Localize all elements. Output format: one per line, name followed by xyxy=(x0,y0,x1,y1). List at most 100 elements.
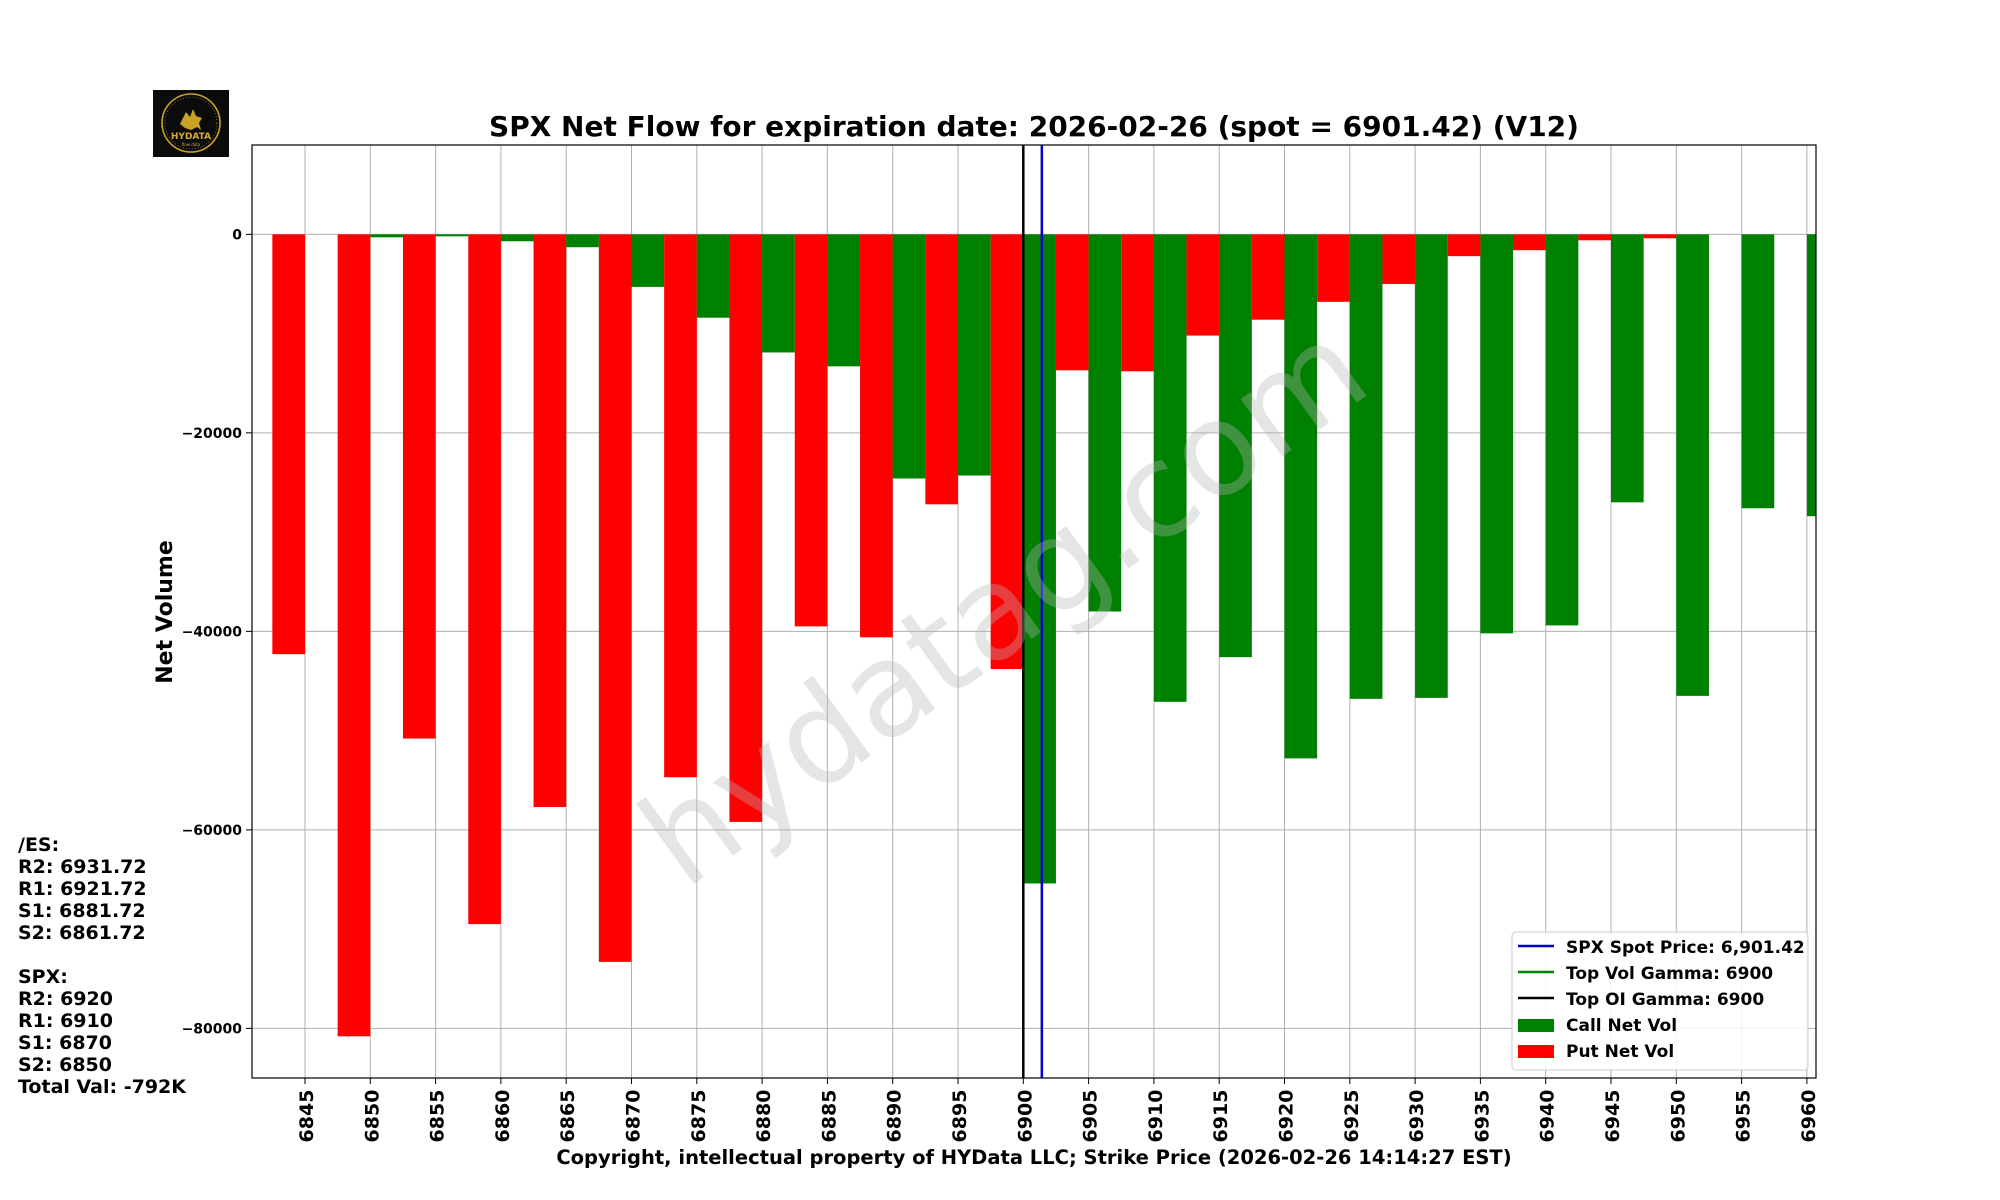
legend-swatch-put xyxy=(1518,1045,1554,1058)
call-bar xyxy=(1806,234,1816,517)
plot-frame xyxy=(251,144,1817,1079)
legend-entry-top-oi: Top OI Gamma: 6900 xyxy=(1566,990,1764,1010)
logo-text: HYDATA xyxy=(171,132,211,142)
put-bar xyxy=(1186,234,1220,336)
y-tick-label: −60000 xyxy=(182,823,243,839)
call-bar xyxy=(631,234,665,287)
legend: SPX Spot Price: 6,901.42 Top Vol Gamma: … xyxy=(1511,931,1809,1071)
spx-r1: R1: 6910 xyxy=(18,1010,113,1032)
es-r2: R2: 6931.72 xyxy=(18,856,147,878)
put-bar xyxy=(729,234,763,822)
call-bar xyxy=(958,234,991,476)
y-tick-label: −20000 xyxy=(182,426,243,442)
x-tick-label: 6855 xyxy=(427,1090,449,1143)
x-tick-label: 6955 xyxy=(1733,1090,1755,1143)
x-tick-label: 6950 xyxy=(1667,1090,1689,1143)
put-bar xyxy=(1382,234,1416,284)
reference-lines xyxy=(1022,145,1044,1078)
call-bar xyxy=(500,234,534,242)
x-tick-label: 6905 xyxy=(1080,1090,1102,1143)
total-value: Total Val: -792K xyxy=(18,1076,187,1098)
bars xyxy=(272,234,1816,1037)
x-tick-label: 6925 xyxy=(1341,1090,1363,1143)
put-bar xyxy=(664,234,697,778)
es-s2: S2: 6861.72 xyxy=(18,922,146,944)
spx-s2: S2: 6850 xyxy=(18,1054,112,1076)
es-r1: R1: 6921.72 xyxy=(18,878,147,900)
x-tick-label: 6875 xyxy=(688,1090,710,1143)
x-tick-label: 6920 xyxy=(1276,1090,1298,1143)
put-bar xyxy=(402,234,436,739)
x-tick-label: 6870 xyxy=(623,1090,645,1143)
y-axis: 0 −20000 −40000 −60000 −80000 xyxy=(182,227,252,1037)
es-header: /ES: xyxy=(18,834,60,856)
x-tick-label: 6935 xyxy=(1471,1090,1493,1143)
call-bar xyxy=(1545,234,1579,626)
call-bar xyxy=(1284,234,1318,759)
x-tick-label: 6860 xyxy=(492,1090,514,1143)
put-bar xyxy=(1055,234,1089,371)
x-tick-label: 6910 xyxy=(1145,1090,1167,1143)
call-bar xyxy=(696,234,730,318)
spx-s1: S1: 6870 xyxy=(18,1032,112,1054)
call-bar xyxy=(1480,234,1514,634)
put-bar xyxy=(1513,234,1546,251)
spx-r2: R2: 6920 xyxy=(18,988,113,1010)
call-bar xyxy=(1741,234,1775,509)
call-bar xyxy=(370,234,403,238)
call-bar xyxy=(1088,234,1122,612)
put-bar xyxy=(598,234,632,962)
call-bar xyxy=(1611,234,1644,503)
put-bar xyxy=(860,234,893,638)
call-bar xyxy=(1023,234,1056,884)
logo-tagline: flow data xyxy=(182,142,201,147)
put-bar xyxy=(1317,234,1350,302)
legend-swatch-call xyxy=(1518,1019,1554,1032)
put-bar xyxy=(468,234,501,925)
spx-header: SPX: xyxy=(18,966,68,988)
call-bar xyxy=(762,234,795,353)
put-bar xyxy=(272,234,305,655)
x-tick-label: 6845 xyxy=(296,1090,318,1143)
call-bar xyxy=(1153,234,1187,702)
legend-box xyxy=(1511,931,1809,1071)
x-tick-label: 6850 xyxy=(361,1090,383,1143)
put-bar xyxy=(925,234,958,505)
call-bar xyxy=(1219,234,1252,658)
x-tick-label: 6930 xyxy=(1406,1090,1428,1143)
y-tick-label: −40000 xyxy=(182,624,243,640)
legend-entry-put: Put Net Vol xyxy=(1566,1042,1674,1062)
x-axis: 6845 6850 6855 6860 6865 6870 6875 6880 6885 6890… xyxy=(296,1078,1820,1142)
x-tick-label: 6880 xyxy=(753,1090,775,1143)
y-axis-label: Net Volume xyxy=(153,540,178,684)
x-tick-label: 6895 xyxy=(949,1090,971,1143)
put-bar xyxy=(1447,234,1481,257)
x-axis-label: Copyright, intellectual property of HYDa… xyxy=(556,1146,1511,1169)
x-tick-label: 6915 xyxy=(1210,1090,1232,1143)
put-bar xyxy=(794,234,828,627)
call-bar xyxy=(1676,234,1709,696)
x-tick-label: 6900 xyxy=(1014,1090,1036,1143)
call-bar xyxy=(566,234,599,248)
call-bar xyxy=(1415,234,1448,698)
chart-title: SPX Net Flow for expiration date: 2026-0… xyxy=(489,110,1579,143)
put-bar xyxy=(533,234,567,808)
legend-entry-call: Call Net Vol xyxy=(1566,1016,1677,1036)
put-bar xyxy=(1251,234,1285,320)
call-bar xyxy=(435,234,469,237)
panel-spacer xyxy=(18,944,186,966)
x-tick-label: 6865 xyxy=(557,1090,579,1143)
put-bar xyxy=(1121,234,1154,372)
legend-entry-spot: SPX Spot Price: 6,901.42 xyxy=(1566,938,1805,958)
put-bar xyxy=(1578,234,1611,241)
hydata-logo: HYDATA flow data xyxy=(153,90,229,157)
x-tick-label: 6885 xyxy=(818,1090,840,1143)
y-tick-label: 0 xyxy=(232,227,242,243)
x-tick-label: 6945 xyxy=(1602,1090,1624,1143)
put-bar xyxy=(990,234,1024,670)
es-s1: S1: 6881.72 xyxy=(18,900,146,922)
call-bar xyxy=(1349,234,1383,699)
call-bar xyxy=(827,234,861,367)
y-tick-label: −80000 xyxy=(182,1021,243,1037)
